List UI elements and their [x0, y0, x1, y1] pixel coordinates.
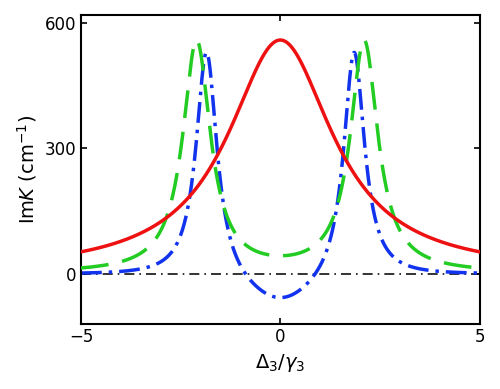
Y-axis label: Im$K$ (cm$^{-1}$): Im$K$ (cm$^{-1}$)	[15, 115, 39, 224]
X-axis label: $\Delta_3/\gamma_3$: $\Delta_3/\gamma_3$	[255, 352, 306, 374]
